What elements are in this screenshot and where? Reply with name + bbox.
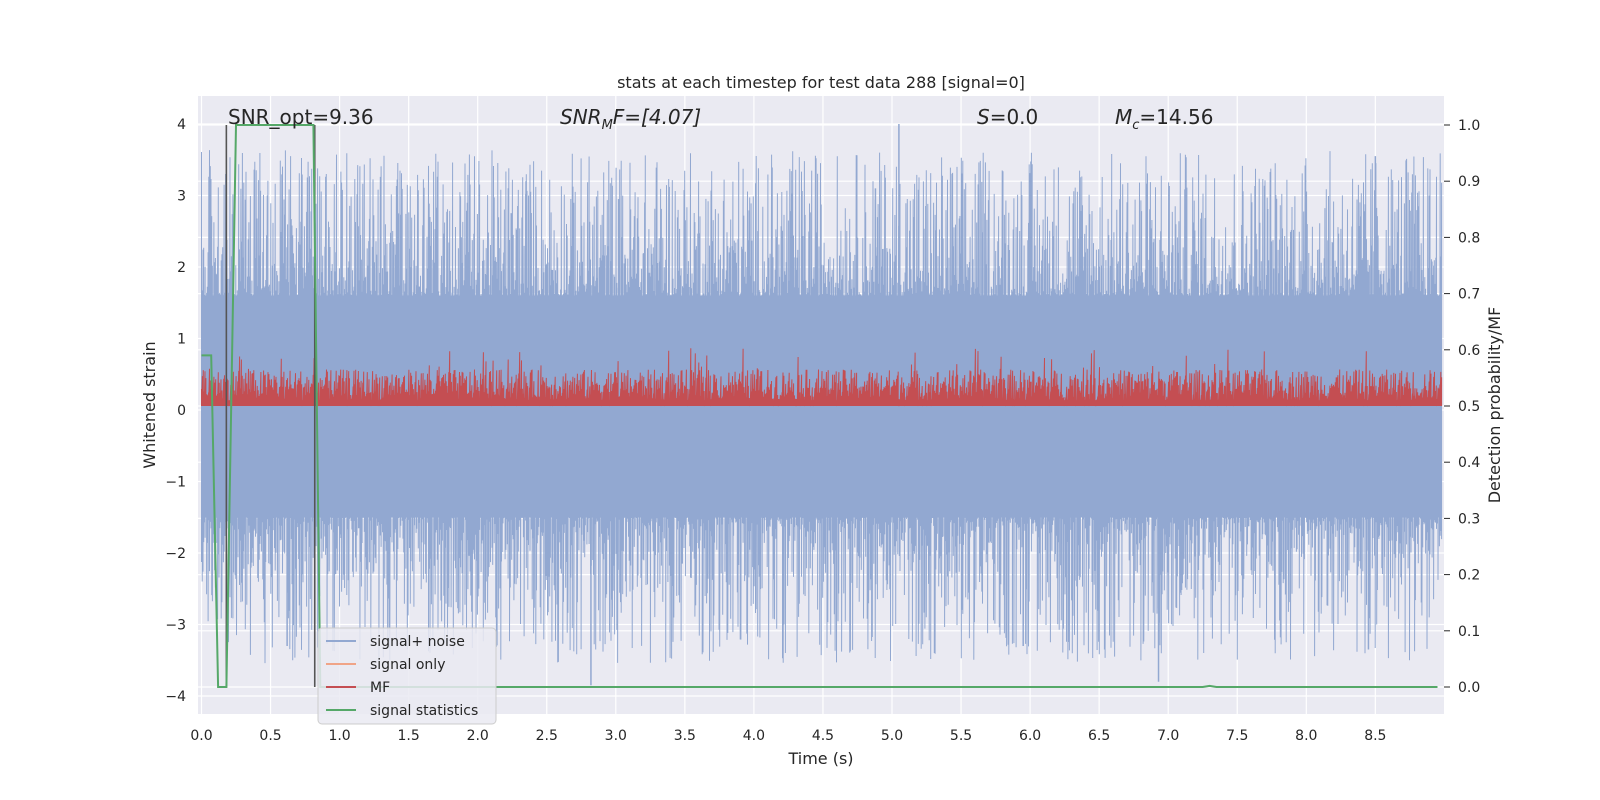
x-tick-label: 3.0 [605, 728, 627, 744]
signal-noise-series [201, 124, 1443, 686]
y-right-tick-labels: 1.0 0.9 0.8 0.7 0.6 0.5 0.4 0.3 0.2 0.1 0.0 [1444, 118, 1480, 696]
x-tick-label: 1.5 [398, 728, 420, 744]
y-left-tick-label: 0 [177, 403, 186, 419]
annotation-snr-opt: SNR_opt=9.36 [228, 105, 374, 129]
y-left-tick-label: −3 [165, 618, 186, 634]
y-left-tick-label: 1 [177, 332, 186, 348]
y-left-tick-labels: 4 3 2 1 0 −1 −2 −3 −4 [165, 117, 186, 705]
x-tick-label: 6.0 [1019, 728, 1041, 744]
x-tick-label: 0.5 [259, 728, 281, 744]
y-left-tick-label: −2 [165, 546, 186, 562]
y-left-tick-label: −1 [165, 475, 186, 491]
annotation-mc-sub: c [1132, 118, 1139, 133]
x-tick-label: 5.0 [881, 728, 903, 744]
y-right-tick-label: 0.4 [1458, 455, 1480, 471]
y-right-tick-label: 0.5 [1458, 399, 1480, 415]
x-tick-label: 1.0 [328, 728, 350, 744]
y-right-tick-label: 0.1 [1458, 624, 1480, 640]
signal-statistics-series [201, 124, 1438, 688]
y-right-tick-label: 0.6 [1458, 343, 1480, 359]
annotation-snr-mf-rest: F=[4.07] [613, 105, 701, 129]
legend-label-signal-noise: signal+ noise [370, 634, 465, 650]
y-right-tick-label: 0.9 [1458, 174, 1480, 190]
y-left-tick-label: 4 [177, 117, 186, 133]
annotation-snr-mf-base: SNR [560, 105, 602, 129]
annotation-mc-var: M [1115, 105, 1132, 129]
x-axis-label: Time (s) [787, 749, 853, 768]
annotation-snr-mf: SNRMF=[4.07] [560, 105, 701, 133]
annotation-mc: Mc=14.56 [1115, 105, 1213, 133]
mf-line [201, 348, 1443, 407]
x-tick-label: 2.5 [536, 728, 558, 744]
y-right-tick-label: 0.3 [1458, 511, 1480, 527]
x-tick-label: 8.5 [1364, 728, 1386, 744]
x-tick-label: 4.5 [812, 728, 834, 744]
y-left-tick-label: 2 [177, 260, 186, 276]
legend: signal+ noise signal only MF signal stat… [317, 627, 497, 725]
legend-label-signal-statistics: signal statistics [370, 703, 478, 719]
x-tick-label: 5.5 [950, 728, 972, 744]
chart-title: stats at each timestep for test data 288… [617, 73, 1025, 92]
x-tick-label: 7.5 [1226, 728, 1248, 744]
x-tick-label: 8.0 [1295, 728, 1317, 744]
y-axis-left-label: Whitened strain [140, 341, 159, 468]
x-tick-labels: 0.0 0.5 1.0 1.5 2.0 2.5 3.0 3.5 4.0 4.5 5.0 5.5 6.0 6… [190, 728, 1386, 744]
y-right-tick-label: 1.0 [1458, 118, 1480, 134]
y-right-tick-label: 0.0 [1458, 680, 1480, 696]
annotation-s: S=0.0 [977, 105, 1038, 129]
y-left-tick-label: −4 [165, 689, 186, 705]
annotation-mc-rest: =14.56 [1139, 105, 1213, 129]
x-tick-label: 4.0 [743, 728, 765, 744]
legend-label-mf: MF [370, 680, 390, 696]
y-right-tick-label: 0.7 [1458, 287, 1480, 303]
x-tick-label: 2.0 [467, 728, 489, 744]
x-tick-label: 6.5 [1088, 728, 1110, 744]
signal-noise-line [201, 150, 1443, 664]
annotation-s-var: S [977, 105, 990, 129]
y-right-tick-label: 0.8 [1458, 230, 1480, 246]
y-axis-right-label: Detection probability/MF [1485, 307, 1504, 504]
signal-statistics-line [201, 124, 1438, 688]
y-right-tick-label: 0.2 [1458, 568, 1480, 584]
x-tick-label: 7.0 [1157, 728, 1179, 744]
y-left-tick-label: 3 [177, 189, 186, 205]
x-tick-label: 0.0 [190, 728, 212, 744]
annotation-snr-mf-sub: M [602, 118, 613, 133]
legend-box [317, 627, 497, 725]
mf-series [201, 348, 1443, 407]
x-tick-label: 3.5 [674, 728, 696, 744]
legend-label-signal-only: signal only [370, 657, 445, 673]
annotation-s-rest: =0.0 [990, 105, 1039, 129]
